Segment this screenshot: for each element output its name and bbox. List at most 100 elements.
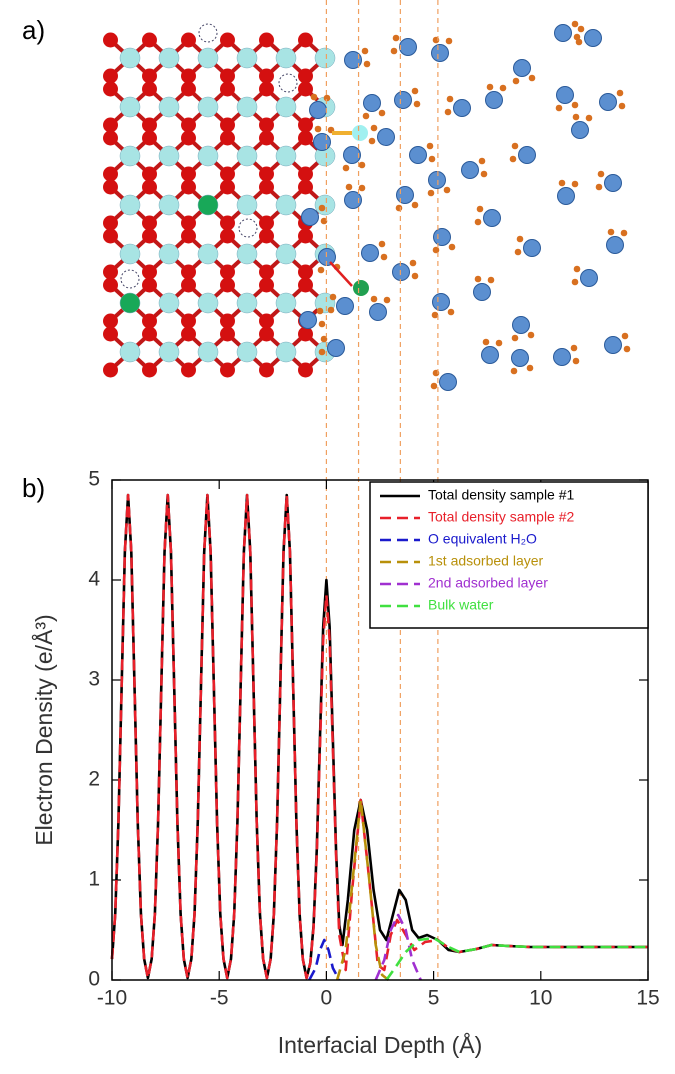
water-hydrogen <box>476 205 484 213</box>
water-hydrogen <box>446 95 454 103</box>
oxygen-atom <box>142 326 157 342</box>
oxygen-atom <box>298 326 313 342</box>
x-tick-label: 0 <box>321 987 333 1010</box>
water-oxygen <box>481 346 499 364</box>
water-hydrogen <box>320 217 328 225</box>
water-hydrogen <box>370 124 378 132</box>
x-tick-label: 15 <box>636 987 659 1010</box>
water-oxygen <box>556 86 574 104</box>
water-hydrogen <box>411 272 419 280</box>
oxygen-atom <box>103 362 118 378</box>
water-hydrogen <box>597 170 605 178</box>
vacancy <box>198 23 218 43</box>
water-oxygen <box>369 303 387 321</box>
water-hydrogen <box>526 364 534 372</box>
metal-atom <box>314 47 336 69</box>
oxygen-atom <box>259 313 274 329</box>
water-hydrogen <box>318 348 326 356</box>
oxygen-atom <box>181 215 196 231</box>
oxygen-atom <box>103 166 118 182</box>
water-hydrogen <box>607 228 615 236</box>
oxygen-atom <box>259 68 274 84</box>
y-tick-label: 5 <box>88 468 100 491</box>
oxygen-atom <box>298 179 313 195</box>
oxygen-atom <box>298 277 313 293</box>
metal-atom <box>275 145 297 167</box>
y-tick-label: 4 <box>88 568 100 591</box>
oxygen-atom <box>259 264 274 280</box>
metal-atom <box>158 145 180 167</box>
water-oxygen <box>432 293 450 311</box>
metal-atom <box>275 194 297 216</box>
water-hydrogen <box>623 345 631 353</box>
metal-atom <box>197 243 219 265</box>
water-hydrogen <box>378 109 386 117</box>
oxygen-atom <box>259 215 274 231</box>
water-hydrogen <box>316 307 324 315</box>
water-hydrogen <box>345 183 353 191</box>
oxygen-atom <box>142 130 157 146</box>
water-hydrogen <box>428 155 436 163</box>
series-line <box>335 798 390 982</box>
water-oxygen <box>301 208 319 226</box>
metal-atom <box>197 194 219 216</box>
water-hydrogen <box>444 108 452 116</box>
water-hydrogen <box>575 38 583 46</box>
oxygen-atom <box>103 313 118 329</box>
oxygen-atom <box>142 81 157 97</box>
water-hydrogen <box>427 189 435 197</box>
vacancy <box>278 73 298 93</box>
water-hydrogen <box>411 201 419 209</box>
water-hydrogen <box>426 142 434 150</box>
water-hydrogen <box>571 278 579 286</box>
oxygen-atom <box>220 326 235 342</box>
metal-atom <box>158 194 180 216</box>
metal-atom <box>158 341 180 363</box>
oxygen-atom <box>142 215 157 231</box>
water-oxygen <box>483 209 501 227</box>
oxygen-atom <box>220 277 235 293</box>
water-oxygen <box>439 373 457 391</box>
water-hydrogen <box>577 25 585 33</box>
oxygen-atom <box>220 228 235 244</box>
oxygen-atom <box>220 130 235 146</box>
oxygen-atom <box>142 313 157 329</box>
water-hydrogen <box>570 344 578 352</box>
metal-atom <box>119 243 141 265</box>
water-oxygen <box>554 24 572 42</box>
water-oxygen <box>606 236 624 254</box>
metal-atom <box>119 292 141 314</box>
oxygen-atom <box>181 264 196 280</box>
water-hydrogen <box>314 125 322 133</box>
water-hydrogen <box>528 74 536 82</box>
water-oxygen <box>309 101 327 119</box>
metal-atom <box>158 292 180 314</box>
oxygen-atom <box>220 362 235 378</box>
legend-label: O equivalent H₂O <box>428 531 537 547</box>
y-tick-label: 3 <box>88 668 100 691</box>
series-line <box>385 936 648 981</box>
oxygen-atom <box>259 117 274 133</box>
water-hydrogen <box>430 382 438 390</box>
x-axis-title: Interfacial Depth (Å) <box>278 1031 483 1058</box>
water-oxygen <box>473 283 491 301</box>
water-hydrogen <box>318 320 326 328</box>
legend-label: 1st adsorbed layer <box>428 553 544 569</box>
legend-label: Total density sample #1 <box>428 487 575 503</box>
water-hydrogen <box>342 164 350 172</box>
water-oxygen <box>599 93 617 111</box>
water-oxygen <box>344 191 362 209</box>
legend-label: Total density sample #2 <box>428 509 575 525</box>
series-line <box>374 913 422 981</box>
oxygen-atom <box>259 81 274 97</box>
metal-atom <box>236 96 258 118</box>
oxygen-atom <box>103 215 118 231</box>
water-oxygen <box>409 146 427 164</box>
oxygen-atom <box>298 130 313 146</box>
water-hydrogen <box>571 180 579 188</box>
water-molecules <box>299 20 631 391</box>
oxygen-atom <box>142 32 157 48</box>
water-hydrogen <box>571 20 579 28</box>
oxygen-atom <box>181 130 196 146</box>
x-tick-label: -10 <box>97 987 127 1010</box>
